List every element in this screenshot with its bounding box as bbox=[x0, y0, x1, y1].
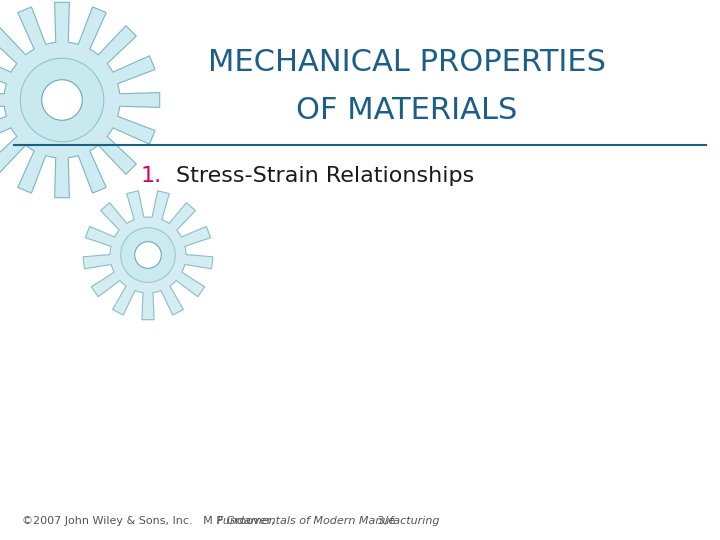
Text: Stress‑Strain Relationships: Stress‑Strain Relationships bbox=[176, 165, 474, 186]
Text: MECHANICAL PROPERTIES: MECHANICAL PROPERTIES bbox=[208, 48, 606, 77]
Circle shape bbox=[121, 228, 176, 282]
Text: Fundamentals of Modern Manufacturing: Fundamentals of Modern Manufacturing bbox=[217, 516, 440, 526]
Text: 3/e: 3/e bbox=[374, 516, 395, 526]
Polygon shape bbox=[83, 191, 213, 320]
Circle shape bbox=[135, 242, 161, 268]
Text: ©2007 John Wiley & Sons, Inc.   M P Groover,: ©2007 John Wiley & Sons, Inc. M P Groove… bbox=[22, 516, 278, 526]
Text: 1.: 1. bbox=[140, 165, 161, 186]
Polygon shape bbox=[0, 2, 160, 198]
Circle shape bbox=[20, 58, 104, 142]
Text: OF MATERIALS: OF MATERIALS bbox=[296, 96, 518, 125]
Circle shape bbox=[42, 80, 82, 120]
